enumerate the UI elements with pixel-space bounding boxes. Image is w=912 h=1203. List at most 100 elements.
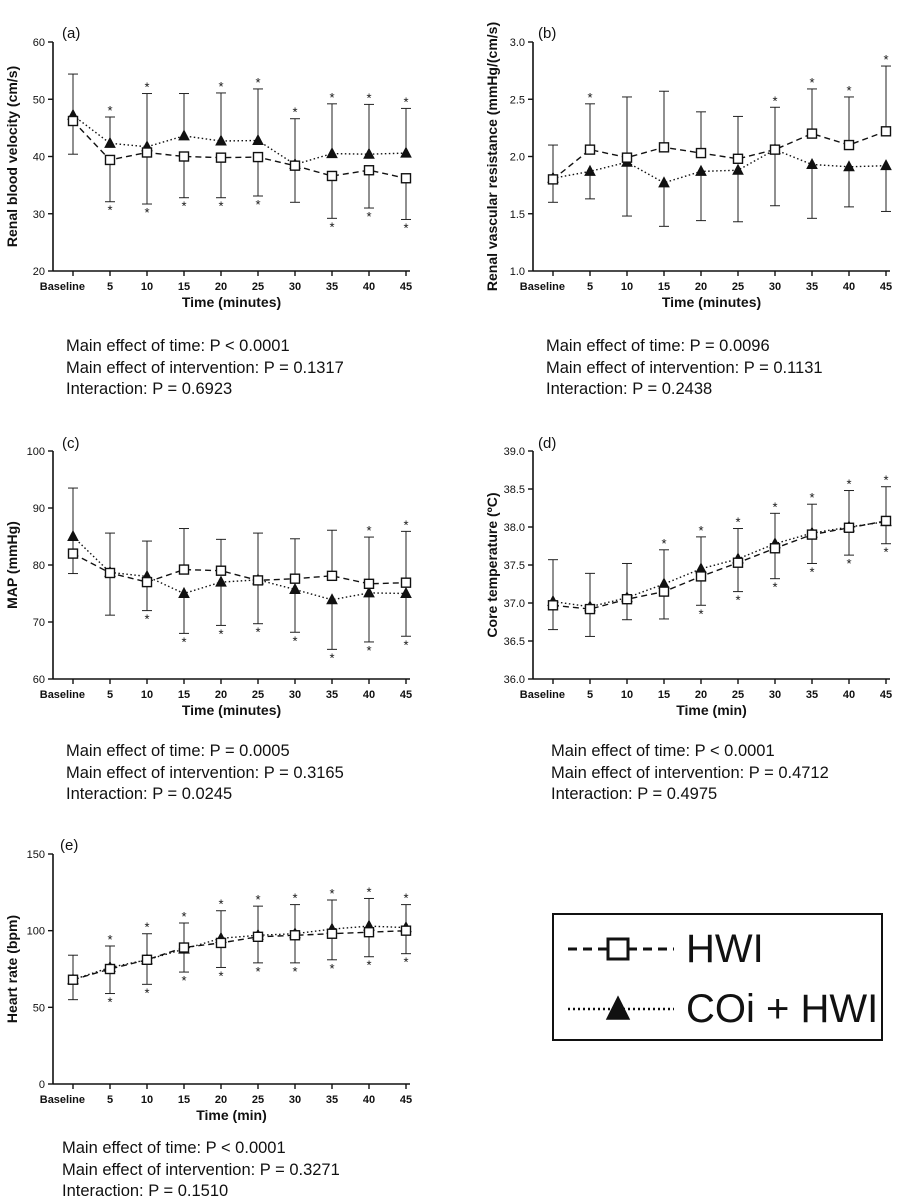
x-tick-label: 10 — [141, 281, 153, 293]
data-point-square — [880, 126, 892, 137]
x-tick-label: 30 — [769, 281, 781, 293]
data-point-square — [252, 151, 264, 163]
x-tick-label: 15 — [658, 689, 670, 701]
data-point-square — [880, 515, 892, 527]
significance-star: * — [255, 964, 260, 979]
data-point-triangle — [178, 586, 190, 598]
stats-line: Main effect of intervention: P = 0.3165 — [66, 763, 344, 782]
y-tick-label: 50 — [33, 94, 45, 106]
x-tick-label: 30 — [769, 689, 781, 701]
stats-line: Interaction: P = 0.1510 — [62, 1182, 229, 1200]
y-tick-label: 80 — [33, 560, 45, 572]
chart-panel-e: 0 50 100 150 Baseline 5 10 15 20 25 30 35 40 45 Time (… — [4, 837, 412, 1123]
significance-star: * — [181, 973, 186, 988]
data-point-square — [547, 600, 559, 611]
significance-star: * — [218, 968, 223, 983]
data-point-triangle — [584, 164, 596, 176]
series-line-coi-hwi — [72, 925, 407, 981]
x-axis-label: Time (minutes) — [662, 294, 761, 310]
y-tick-label: 2.5 — [510, 94, 525, 106]
significance-star: * — [883, 545, 888, 560]
significance-star: * — [144, 920, 149, 935]
y-tick-label: 38.5 — [504, 484, 525, 496]
panel-label: (d) — [538, 435, 556, 452]
significance-star: * — [329, 961, 334, 976]
significance-star: * — [366, 958, 371, 973]
significance-star: * — [292, 891, 297, 906]
x-axis-label: Time (min) — [196, 1107, 267, 1123]
data-point-triangle — [400, 146, 412, 158]
legend-swatch-triangle-dotted — [568, 995, 674, 1020]
x-tick-label: 20 — [215, 281, 227, 293]
data-point-square — [769, 543, 781, 554]
significance-star: * — [403, 955, 408, 970]
data-point-square — [695, 571, 707, 582]
significance-star: * — [144, 612, 149, 627]
y-tick-label: 37.0 — [504, 598, 525, 610]
x-tick-label: 5 — [107, 1094, 113, 1106]
data-point-square — [363, 927, 375, 938]
y-tick-label: 2.0 — [510, 152, 525, 164]
data-point-square — [178, 564, 190, 575]
data-point-triangle — [289, 582, 301, 595]
x-tick-label: Baseline — [520, 281, 565, 293]
data-point-square — [67, 548, 79, 559]
stats-line: Interaction: P = 0.2438 — [546, 380, 713, 398]
stats-panel-c: Main effect of time: P = 0.0005 Main eff… — [66, 741, 344, 806]
stats-line: Main effect of time: P < 0.0001 — [62, 1139, 286, 1157]
stats-line: Interaction: P = 0.0245 — [66, 785, 233, 803]
data-point-square — [289, 573, 301, 584]
y-tick-label: 36.5 — [504, 636, 525, 648]
data-point-triangle — [806, 157, 818, 170]
y-tick-label: 0 — [39, 1079, 45, 1091]
data-point-square — [363, 165, 375, 176]
x-tick-label: 35 — [326, 281, 338, 293]
data-point-square — [289, 930, 301, 941]
stats-line: Main effect of intervention: P = 0.3271 — [62, 1160, 340, 1179]
data-point-square — [141, 954, 153, 965]
data-point-square — [695, 147, 707, 159]
data-point-square — [178, 151, 190, 162]
y-tick-label: 150 — [27, 849, 45, 861]
data-point-square — [326, 170, 338, 182]
data-point-square — [400, 577, 412, 588]
stats-panel-e: Main effect of time: P < 0.0001 Main eff… — [62, 1138, 340, 1203]
x-tick-label: 5 — [587, 281, 593, 293]
data-point-square — [658, 586, 670, 597]
panel-label: (b) — [538, 25, 556, 42]
x-tick-label: 45 — [880, 689, 892, 701]
x-tick-label: Baseline — [40, 1094, 85, 1106]
x-tick-label: Baseline — [40, 689, 85, 701]
x-tick-label: 35 — [806, 689, 818, 701]
legend-entry-hwi: HWI — [566, 921, 764, 977]
panel-label: (a) — [62, 25, 80, 42]
data-point-triangle — [400, 586, 412, 598]
data-point-square — [326, 928, 338, 939]
x-tick-label: 35 — [326, 1094, 338, 1106]
significance-star: * — [144, 985, 149, 1000]
y-tick-label: 38.0 — [504, 522, 525, 534]
data-point-square — [732, 153, 744, 164]
x-tick-label: 35 — [806, 281, 818, 293]
data-point-square — [843, 139, 855, 151]
data-point-square — [252, 575, 264, 586]
significance-star: * — [809, 564, 814, 579]
legend-label: COi + HWI — [686, 986, 879, 1031]
stats-line: Main effect of intervention: P = 0.1131 — [546, 358, 823, 377]
x-tick-label: 45 — [400, 689, 412, 701]
series-line-coi-hwi — [72, 114, 407, 166]
x-tick-label: 45 — [400, 281, 412, 293]
significance-star: * — [846, 556, 851, 571]
data-point-square — [621, 594, 633, 605]
y-tick-label: 20 — [33, 266, 45, 278]
y-tick-label: 100 — [27, 446, 45, 458]
chart-panel-b: 1.0 1.5 2.0 2.5 3.0 Baseline 5 10 15 20 25 30 35 40 45… — [484, 22, 892, 310]
series-line-hwi — [552, 520, 887, 610]
data-point-square — [215, 152, 227, 163]
significance-star: * — [107, 203, 112, 218]
stats-line: Main effect of intervention: P = 0.4712 — [551, 763, 829, 782]
x-tick-label: 10 — [621, 281, 633, 293]
significance-star: * — [292, 964, 297, 979]
data-point-square — [400, 925, 412, 936]
x-tick-label: 5 — [587, 689, 593, 701]
